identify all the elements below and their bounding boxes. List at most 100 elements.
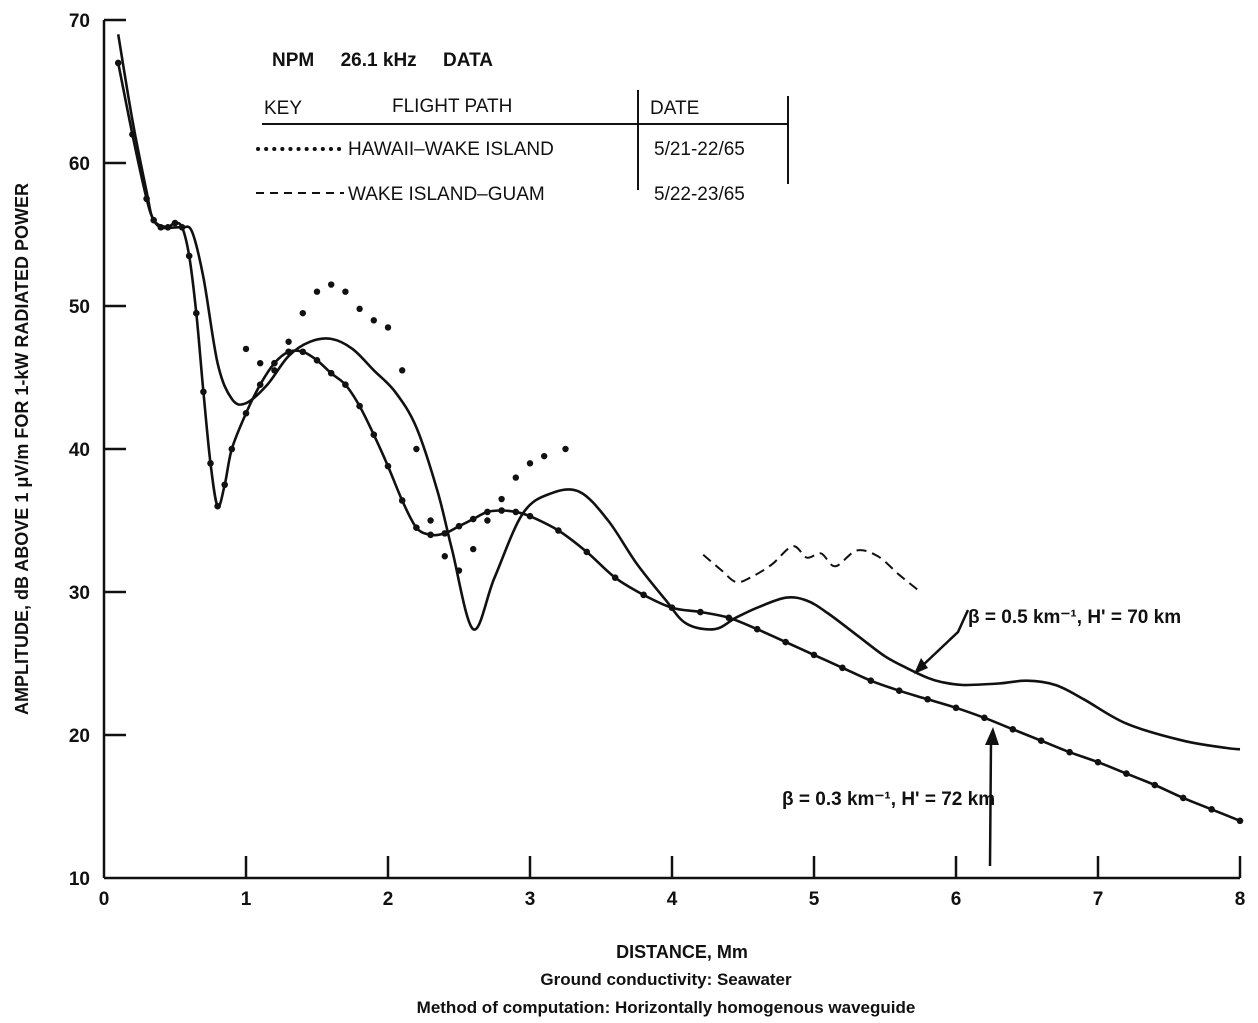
series-2-point xyxy=(399,367,406,374)
series-1-point xyxy=(1066,748,1073,756)
series-2 xyxy=(242,281,569,574)
annotation-beta-05: β = 0.5 km⁻¹, H' = 70 km xyxy=(914,607,1181,674)
series-0 xyxy=(116,34,1241,751)
series-1-point xyxy=(753,625,761,633)
series-1-point xyxy=(228,445,236,453)
series-1-point xyxy=(1037,737,1045,745)
legend-col-path: FLIGHT PATH xyxy=(392,96,512,117)
series-1-point xyxy=(697,608,704,616)
series-1-point xyxy=(299,348,307,356)
series-2-point xyxy=(242,345,250,353)
y-tick-label: 40 xyxy=(69,440,90,461)
legend-path-wake-guam: WAKE ISLAND–GUAM xyxy=(348,184,545,205)
y-tick-label: 10 xyxy=(69,869,90,890)
x-axis-title: DISTANCE, Mm xyxy=(616,942,748,962)
legend-col-date: DATE xyxy=(650,98,699,119)
x-tick-label: 1 xyxy=(241,889,252,910)
series-1-point xyxy=(895,687,903,694)
series-1-point xyxy=(285,348,292,356)
series-1-point xyxy=(207,460,214,467)
series-2-point xyxy=(526,460,534,467)
series-1-point xyxy=(271,359,278,367)
series-1-point xyxy=(441,530,449,537)
note-computation-method: Method of computation: Horizontally homo… xyxy=(417,998,916,1017)
series-1-point xyxy=(952,704,960,712)
series-2-point xyxy=(285,338,292,345)
series-2-point xyxy=(313,288,321,295)
legend-col-key: KEY xyxy=(264,98,302,119)
series-2-point xyxy=(541,452,548,460)
series-1-point xyxy=(370,431,378,439)
series-1-point xyxy=(221,481,228,489)
series-2-point xyxy=(413,445,420,453)
series-1-point xyxy=(1208,806,1215,813)
series-2-point xyxy=(257,360,264,367)
series-2-point xyxy=(370,317,377,324)
series-2-point xyxy=(384,324,392,331)
annotation-beta-05-arrowhead xyxy=(914,658,928,674)
x-tick-label: 2 xyxy=(383,889,394,910)
series-2-point xyxy=(470,545,477,553)
x-tick-label: 5 xyxy=(809,889,820,910)
series-2-point xyxy=(441,553,448,560)
series-1-point xyxy=(1009,725,1017,733)
series-1-point xyxy=(1236,817,1244,825)
series-1-point xyxy=(150,216,157,224)
x-tick-label: 4 xyxy=(667,889,678,910)
series-1-point xyxy=(455,522,463,530)
note-ground-conductivity: Ground conductivity: Seawater xyxy=(540,970,792,989)
x-tick-label: 6 xyxy=(951,889,962,910)
series-1-point xyxy=(384,462,392,470)
y-axis-title: AMPLITUDE, dB ABOVE 1 μV/m FOR 1-kW RADI… xyxy=(12,183,32,715)
series-1-point xyxy=(256,381,264,388)
series-1-point xyxy=(214,502,221,510)
annotation-beta-05-label: β = 0.5 km⁻¹, H' = 70 km xyxy=(968,607,1181,628)
series-1-point xyxy=(164,224,172,231)
series-2-point xyxy=(356,305,363,313)
series-1-point xyxy=(526,512,534,520)
series-1-point xyxy=(171,219,179,227)
x-tick-label: 0 xyxy=(99,889,110,910)
series-1-point xyxy=(356,402,363,410)
series-1-point xyxy=(398,497,406,504)
x-tick-label: 3 xyxy=(525,889,536,910)
series-1-point xyxy=(114,59,122,67)
series-1-point xyxy=(327,369,335,377)
series-1-point xyxy=(313,357,321,364)
y-tick-label: 20 xyxy=(69,726,90,747)
series-1-point xyxy=(342,381,349,388)
series-layer xyxy=(114,34,1244,825)
series-3-line xyxy=(702,545,922,593)
x-tick-label: 8 xyxy=(1235,889,1246,910)
legend: NPM 26.1 kHz DATA KEY FLIGHT PATH DATE H… xyxy=(256,50,789,205)
series-2-point xyxy=(484,517,491,524)
series-2-point xyxy=(498,495,505,503)
series-2-point xyxy=(512,474,519,481)
series-2-point xyxy=(342,288,349,295)
y-tick-label: 60 xyxy=(69,154,90,175)
series-1-point xyxy=(867,677,875,684)
series-2-point xyxy=(562,445,569,453)
series-2-point xyxy=(299,309,306,317)
series-1-point xyxy=(1151,781,1159,789)
series-1-point xyxy=(1094,758,1102,766)
series-1-point xyxy=(668,604,676,612)
legend-title: NPM 26.1 kHz DATA xyxy=(272,50,493,71)
series-1-point xyxy=(178,224,186,231)
series-1-point xyxy=(498,507,505,514)
series-1-point xyxy=(143,195,150,203)
annotation-beta-03: β = 0.3 km⁻¹, H' = 72 km xyxy=(782,727,999,867)
series-2-point xyxy=(455,567,463,574)
series-1-point xyxy=(555,527,562,534)
annotation-beta-05-leader xyxy=(920,609,970,668)
tick-labels: 0 1 2 3 4 5 6 7 8 10 20 30 40 50 60 70 xyxy=(69,11,1245,910)
legend-date-wake-guam: 5/22-23/65 xyxy=(654,184,745,205)
series-1-point xyxy=(1123,770,1130,777)
legend-date-hawaii-wake: 5/21-22/65 xyxy=(654,139,745,160)
x-tick-label: 7 xyxy=(1093,889,1104,910)
series-1-point xyxy=(484,508,491,516)
series-1-point xyxy=(839,664,846,672)
series-2-point xyxy=(328,281,335,288)
series-1-point xyxy=(924,695,931,703)
series-1-point xyxy=(981,714,988,722)
